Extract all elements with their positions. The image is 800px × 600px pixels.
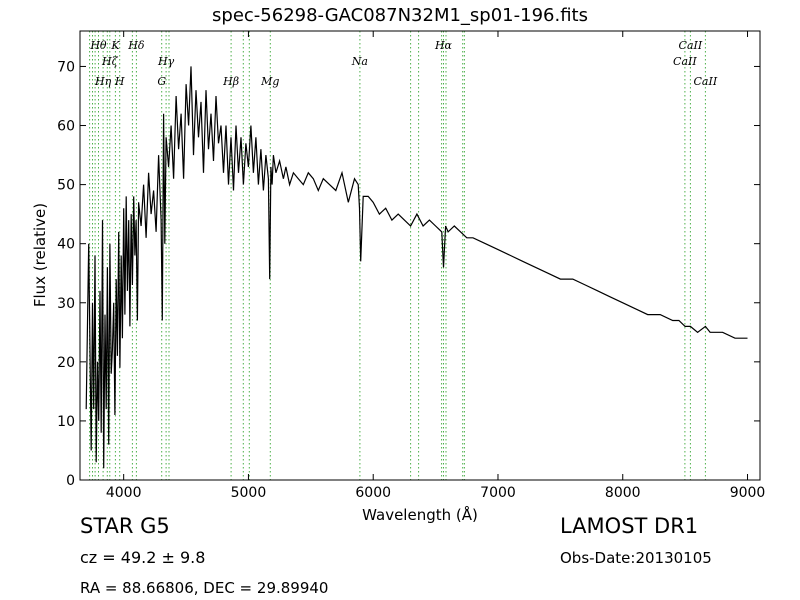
coordinates-label: RA = 88.66806, DEC = 29.89940 [80,579,329,597]
chart-title: spec-56298-GAC087N32M1_sp01-196.fits [212,5,588,26]
spectral-line-label: CaII [679,39,703,52]
spectral-line-label: Na [351,55,368,68]
spectral-line-label: Hδ [127,39,145,52]
y-axis-label: Flux (relative) [31,202,49,308]
line-markers [89,31,706,480]
spectral-line-label: Hζ [101,55,119,68]
plot-frame [79,30,761,481]
spectral-line-label: Hβ [222,75,239,88]
x-tick-label: 6000 [355,485,391,501]
spectral-line-label: G [157,75,166,88]
spectrum-line [85,66,748,469]
x-axis-label: Wavelength (Å) [362,506,478,524]
spectral-line-label: Hη [94,75,112,88]
x-tick-label: 7000 [480,485,516,501]
spectral-line-label: H [114,75,125,88]
spectral-line-label: CaII [673,55,697,68]
spectral-line-label: K [110,39,120,52]
x-tick-label: 9000 [730,485,766,501]
obs-date-label: Obs-Date:20130105 [560,549,712,567]
spectral-line-label: Hα [434,39,453,52]
line-labels: Hθ Hη Hζ K H Hδ Hγ G Hβ Mg Na Hα CaII CaII CaII [89,39,717,88]
x-tick-label: 4000 [106,485,142,501]
y-tick-label: 0 [66,473,75,489]
spectral-line-label: Hθ [89,39,107,52]
y-tick-label: 10 [57,414,75,430]
spectral-line-label: Mg [260,75,279,88]
y-tick-label: 40 [57,237,75,253]
redshift-label: cz = 49.2 ± 9.8 [80,548,206,567]
x-tick-label: 5000 [231,485,267,501]
y-tick-label: 70 [57,59,75,75]
axis-ticks: 4000 5000 6000 7000 8000 9000 0 10 20 30 40 50 60 70 [57,31,765,501]
x-tick-label: 8000 [605,485,641,501]
y-tick-label: 30 [57,296,75,312]
y-tick-label: 60 [57,119,75,135]
y-tick-label: 20 [57,355,75,371]
y-tick-label: 50 [57,178,75,194]
spectral-line-label: Hγ [157,55,175,68]
classification-label: STAR G5 [80,514,170,538]
survey-label: LAMOST DR1 [560,514,699,538]
spectral-line-label: CaII [694,75,718,88]
